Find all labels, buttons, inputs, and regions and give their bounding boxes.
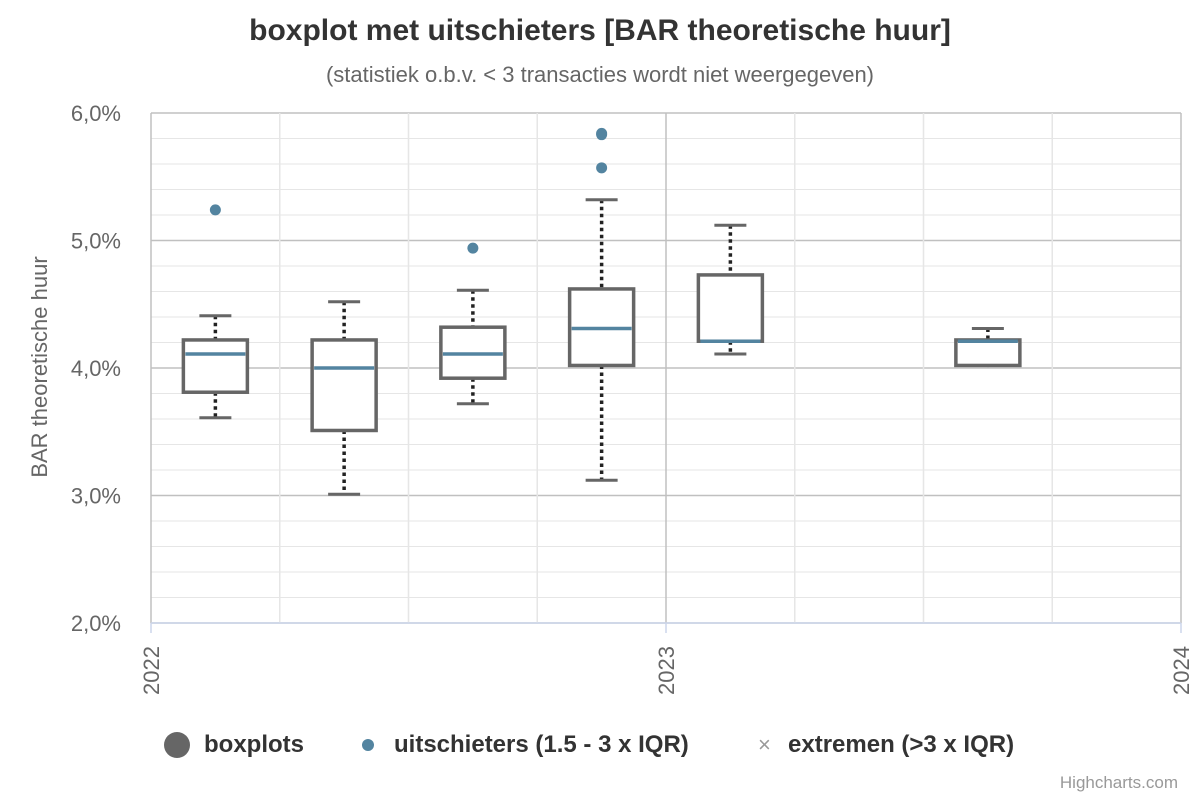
axes: 2,0% 3,0% 4,0% 5,0% 6,0% 2022 2023 2024	[71, 101, 1194, 695]
y-axis-title: BAR theoretische huur	[27, 256, 52, 477]
x-tick-label: 2023	[654, 646, 679, 695]
box-iqr	[954, 338, 1022, 368]
legend: boxplots uitschieters (1.5 - 3 x IQR) × …	[0, 728, 1200, 762]
chart-title: boxplot met uitschieters [BAR theoretisc…	[249, 14, 951, 47]
boxplot[interactable]	[954, 326, 1022, 368]
y-tick-label: 3,0%	[71, 484, 121, 509]
boxplot[interactable]	[310, 300, 378, 496]
chart-subtitle: (statistiek o.b.v. < 3 transacties wordt…	[325, 62, 875, 87]
legend-extremes-label: extremen (>3 x IQR)	[788, 731, 1015, 758]
boxplot-series[interactable]	[181, 198, 1022, 496]
x-tick-label: 2024	[1169, 646, 1194, 695]
legend-boxplots-label: boxplots	[204, 731, 304, 758]
legend-boxplots-symbol	[164, 732, 190, 758]
y-tick-label: 2,0%	[71, 611, 121, 636]
credits-link[interactable]: Highcharts.com	[1059, 773, 1178, 792]
legend-outliers-label: uitschieters (1.5 - 3 x IQR)	[394, 731, 689, 758]
legend-item-outliers[interactable]: uitschieters (1.5 - 3 x IQR)	[356, 728, 689, 762]
box-iqr	[310, 338, 378, 433]
legend-extremes-symbol: ×	[758, 732, 771, 757]
outlier-point[interactable]	[209, 204, 221, 216]
y-tick-label: 6,0%	[71, 101, 121, 126]
outlier-point[interactable]	[596, 162, 608, 174]
boxplot[interactable]	[696, 223, 765, 356]
box-iqr	[696, 273, 765, 343]
outlier-point[interactable]	[467, 242, 479, 254]
boxplot[interactable]	[439, 288, 507, 406]
boxplot[interactable]	[181, 314, 250, 420]
legend-item-extremes[interactable]: × extremen (>3 x IQR)	[752, 728, 1014, 762]
box-iqr	[181, 338, 250, 394]
outlier-series[interactable]	[209, 127, 608, 254]
y-tick-label: 5,0%	[71, 229, 121, 254]
x-tick-label: 2022	[139, 646, 164, 695]
legend-outliers-symbol	[362, 739, 374, 751]
legend-item-boxplots[interactable]: boxplots	[164, 728, 304, 762]
boxplot[interactable]	[567, 198, 636, 482]
y-tick-label: 4,0%	[71, 356, 121, 381]
grid	[150, 112, 1182, 624]
outlier-point[interactable]	[596, 129, 608, 141]
